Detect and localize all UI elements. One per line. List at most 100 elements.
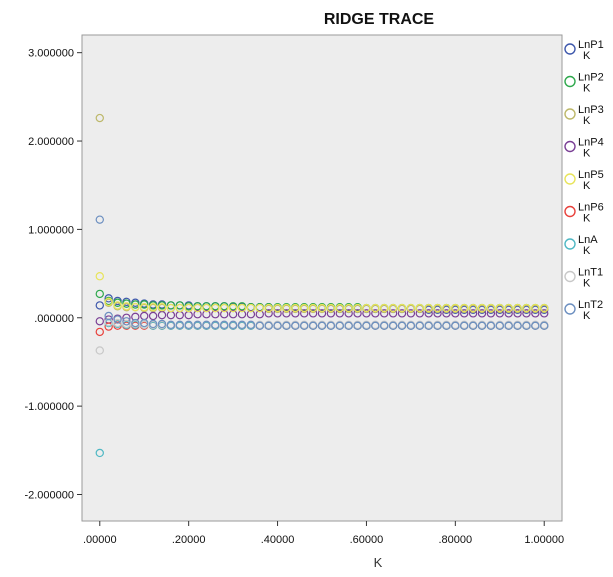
data-point — [246, 320, 256, 330]
legend-marker — [564, 140, 576, 153]
legend-label: LnP4 — [578, 137, 604, 149]
y-tick-label: -2.000000 — [24, 489, 74, 501]
data-point — [175, 301, 184, 310]
y-tick-label: 1.000000 — [28, 224, 74, 236]
data-point — [211, 310, 220, 319]
data-point — [193, 310, 202, 319]
data-point — [451, 309, 460, 318]
data-point — [522, 303, 531, 313]
data-point — [202, 320, 211, 330]
x-tick-label: .20000 — [172, 534, 206, 546]
legend-sublabel: K — [583, 83, 591, 95]
data-point — [380, 303, 389, 313]
data-point — [157, 302, 167, 312]
data-point — [397, 309, 407, 318]
data-point — [540, 321, 549, 330]
data-point — [148, 302, 158, 312]
data-point — [104, 317, 113, 327]
legend-label: LnP2 — [578, 72, 604, 84]
data-point — [513, 321, 522, 330]
data-point — [113, 315, 122, 324]
data-point — [504, 303, 513, 313]
data-point — [246, 310, 256, 319]
data-point — [442, 321, 451, 330]
data-point — [193, 320, 202, 330]
data-point — [255, 310, 264, 319]
legend-sublabel: K — [583, 213, 591, 225]
data-point — [531, 303, 540, 313]
data-point — [166, 301, 176, 310]
legend-marker — [564, 270, 576, 283]
data-point — [255, 303, 264, 313]
data-point — [140, 302, 149, 312]
data-point — [184, 303, 193, 313]
data-point — [362, 309, 371, 318]
data-point — [531, 309, 540, 318]
data-point — [211, 320, 220, 330]
data-point — [353, 321, 362, 330]
legend-sublabel: K — [583, 115, 591, 127]
data-point — [317, 321, 327, 330]
data-point — [113, 318, 122, 328]
legend-marker — [564, 75, 576, 88]
data-point — [513, 309, 522, 318]
data-point — [131, 302, 140, 312]
data-point — [220, 320, 229, 330]
data-point — [122, 317, 131, 326]
data-point — [157, 319, 167, 329]
data-point — [228, 320, 238, 330]
data-point — [95, 272, 104, 281]
data-point — [504, 309, 513, 318]
data-point — [326, 303, 336, 313]
legend-label: LnA — [578, 234, 598, 246]
data-point — [95, 448, 104, 458]
series-lnp5 — [95, 272, 549, 313]
data-point — [300, 321, 309, 330]
data-point — [513, 303, 522, 313]
data-point — [433, 321, 442, 330]
data-point — [202, 310, 211, 319]
data-point — [362, 303, 371, 313]
data-point — [308, 321, 318, 330]
data-point — [522, 309, 531, 318]
y-tick-label: .000000 — [34, 313, 74, 325]
data-point — [166, 303, 176, 313]
data-point — [273, 309, 282, 318]
data-point — [122, 302, 131, 311]
data-point — [95, 289, 104, 299]
data-point — [397, 303, 407, 313]
data-point — [540, 303, 549, 313]
legend-marker — [564, 173, 576, 185]
legend-sublabel: K — [583, 278, 591, 290]
data-point — [495, 321, 504, 330]
data-point — [300, 303, 309, 313]
data-point — [388, 303, 398, 313]
legend-sublabel: K — [583, 310, 591, 322]
legend-label: LnP1 — [578, 39, 604, 51]
legend-marker — [564, 238, 576, 250]
data-point — [344, 321, 353, 330]
data-point — [433, 303, 442, 313]
legend-marker — [564, 43, 576, 55]
data-point — [113, 298, 122, 307]
data-point — [166, 320, 176, 330]
x-tick-label: .80000 — [439, 534, 473, 546]
data-point — [460, 321, 469, 330]
data-point — [104, 294, 113, 303]
data-point — [388, 321, 398, 330]
data-point — [113, 301, 122, 310]
data-point — [255, 321, 264, 330]
legend-marker — [564, 205, 576, 218]
data-point — [202, 303, 211, 313]
y-tick-label: 2.000000 — [28, 136, 74, 148]
data-point — [237, 310, 247, 319]
data-point — [95, 327, 104, 337]
data-point — [468, 303, 478, 313]
data-point — [291, 303, 300, 313]
